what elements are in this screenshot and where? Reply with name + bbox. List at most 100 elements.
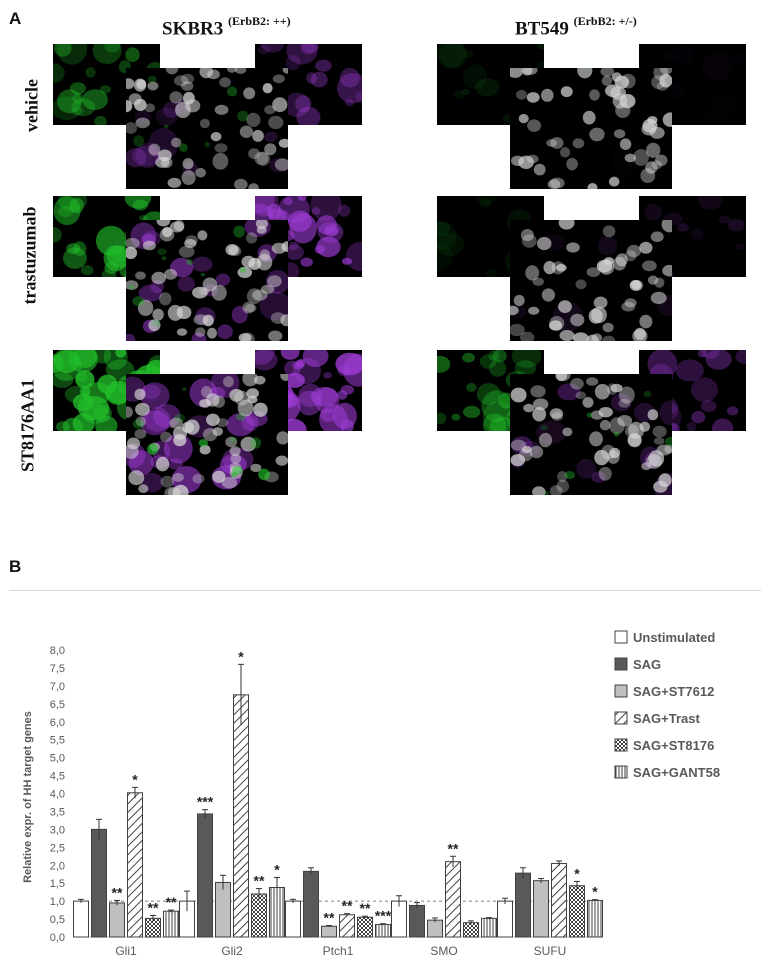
bar-SAG+ST7612-SUFU	[533, 880, 549, 938]
row-label-trastuzumab: trastuzumab	[19, 206, 40, 305]
bar-SAG-Gli1	[91, 828, 107, 938]
micrograph-vehicle-BT549	[437, 44, 746, 189]
bar-SAG+Trast-Gli2	[233, 694, 249, 938]
significance-marker: **	[148, 899, 159, 915]
x-tick-label: Ptch1	[323, 944, 354, 958]
micrograph-trastuzumab-SKBR3	[53, 196, 362, 341]
bar-SAG+ST8176-SUFU	[569, 885, 585, 938]
column-title-skbr3: SKBR3 (ErbB2: ++)	[162, 14, 291, 40]
legend-label-Unstimulated: Unstimulated	[633, 630, 715, 645]
bar-Unstimulated-Ptch1	[285, 900, 301, 938]
bar-SAG+GANT58-Gli1	[163, 910, 179, 938]
significance-marker: *	[274, 861, 280, 877]
y-tick-label: 1,0	[50, 896, 65, 908]
significance-marker: **	[448, 840, 459, 856]
micrograph-trastuzumab-BT549	[437, 196, 746, 341]
bar-SAG+GANT58-SUFU	[587, 899, 603, 938]
bar-chart: Relative expr. of HH target genes 0,0 0,5…	[22, 630, 720, 958]
bar-SAG+Trast-Gli1	[127, 792, 143, 938]
panel-b-letter: B	[9, 557, 22, 576]
legend: Unstimulated SAG SAG+ST7612 SAG+Trast SAG+ST…	[614, 630, 720, 780]
bar-SAG+Trast-SMO	[445, 861, 461, 938]
erbb2-status: (ErbB2: +/-)	[573, 14, 637, 28]
green-channel-image	[437, 196, 544, 277]
legend-swatch-SAG	[614, 657, 628, 671]
legend-swatch-SAG+ST8176	[614, 738, 628, 752]
bar-SAG+ST7612-Gli1	[109, 902, 125, 938]
y-tick-label: 7,0	[50, 681, 65, 693]
significance-marker: *	[238, 648, 244, 664]
cell-line-name: BT549	[515, 18, 569, 40]
significance-marker: ***	[375, 908, 392, 924]
significance-marker: **	[342, 898, 353, 914]
significance-marker: *	[132, 771, 138, 787]
bar-SAG-SUFU	[515, 872, 531, 938]
legend-swatch-Unstimulated	[614, 630, 628, 644]
significance-marker: ***	[197, 794, 214, 810]
bar-Unstimulated-Gli1	[73, 900, 89, 938]
y-axis-label: Relative expr. of HH target genes	[22, 711, 34, 883]
significance-marker: **	[324, 910, 335, 926]
bar-Unstimulated-SUFU	[497, 900, 513, 938]
micrograph-ST8176AA1-BT549	[437, 350, 746, 495]
merge-channel-image	[510, 374, 672, 495]
legend-label-SAG+Trast: SAG+Trast	[633, 711, 701, 726]
micrograph-vehicle-SKBR3	[53, 44, 362, 189]
x-tick-label: Gli2	[221, 944, 243, 958]
x-tick-label: SUFU	[534, 944, 567, 958]
merge-channel-image	[510, 220, 672, 341]
row-label-vehicle: vehicle	[21, 79, 42, 132]
legend-label-SAG: SAG	[633, 657, 661, 672]
bar-SAG+ST7612-SMO	[427, 919, 443, 938]
cell-line-name: SKBR3	[162, 18, 224, 40]
bar-SAG+Trast-Ptch1	[339, 914, 355, 938]
bar-SAG+Trast-SUFU	[551, 862, 567, 938]
legend-swatch-SAG+GANT58	[614, 765, 628, 779]
bar-SAG+ST8176-Ptch1	[357, 916, 373, 938]
bar-SAG+ST7612-Gli2	[215, 881, 231, 938]
row-label-st8176aa1: ST8176AA1	[17, 379, 38, 473]
legend-swatch-SAG+Trast	[614, 711, 628, 725]
x-tick-label: SMO	[430, 944, 457, 958]
bar-SAG+ST8176-Gli2	[251, 893, 267, 938]
merge-channel-image	[126, 374, 288, 495]
significance-marker: **	[360, 900, 371, 916]
magenta-channel-image	[255, 196, 362, 277]
y-tick-label: 3,5	[50, 806, 65, 818]
y-tick-label: 5,5	[50, 735, 65, 747]
bar-SAG+ST8176-SMO	[463, 922, 479, 938]
chart-frame: Relative expr. of HH target genes 0,0 0,5…	[9, 590, 761, 963]
legend-swatch-SAG+ST7612	[614, 684, 628, 698]
plot-area: 0,0 0,5 1,0 1,5 2,0 2,5 3,0 3,5 4,0 4,5 5,0 5,5 6,0 6…	[50, 645, 603, 958]
bar-SAG-Gli2	[197, 813, 213, 938]
merge-channel-image	[126, 68, 288, 189]
significance-marker: *	[592, 884, 598, 900]
merge-channel-image	[510, 68, 672, 189]
legend-label-SAG+ST8176: SAG+ST8176	[633, 738, 714, 753]
y-tick-label: 4,0	[50, 789, 65, 801]
y-tick-label: 2,0	[50, 860, 65, 872]
bar-SAG+ST7612-Ptch1	[321, 925, 337, 938]
bar-SAG-Ptch1	[303, 870, 319, 938]
y-tick-label: 4,5	[50, 771, 65, 783]
y-tick-label: 8,0	[50, 645, 65, 657]
y-tick-label: 3,0	[50, 824, 65, 836]
column-title-bt549: BT549 (ErbB2: +/-)	[515, 14, 637, 40]
bar-SAG+GANT58-Ptch1	[375, 923, 391, 938]
bar-SAG+GANT58-SMO	[481, 917, 497, 938]
y-tick-label: 0,5	[50, 914, 65, 926]
y-tick-label: 5,0	[50, 753, 65, 765]
significance-marker: **	[254, 873, 265, 889]
significance-marker: **	[112, 884, 123, 900]
merge-channel-image	[126, 220, 288, 341]
green-channel-image	[53, 44, 160, 125]
y-tick-label: 2,5	[50, 842, 65, 854]
erbb2-status: (ErbB2: ++)	[228, 14, 291, 28]
y-tick-label: 6,5	[50, 699, 65, 711]
bar-SAG-SMO	[409, 904, 425, 938]
legend-label-SAG+GANT58: SAG+GANT58	[633, 765, 720, 780]
micrograph-ST8176AA1-SKBR3	[53, 350, 362, 495]
y-tick-label: 0,0	[50, 932, 65, 944]
x-tick-label: Gli1	[115, 944, 137, 958]
significance-marker: *	[574, 865, 580, 881]
